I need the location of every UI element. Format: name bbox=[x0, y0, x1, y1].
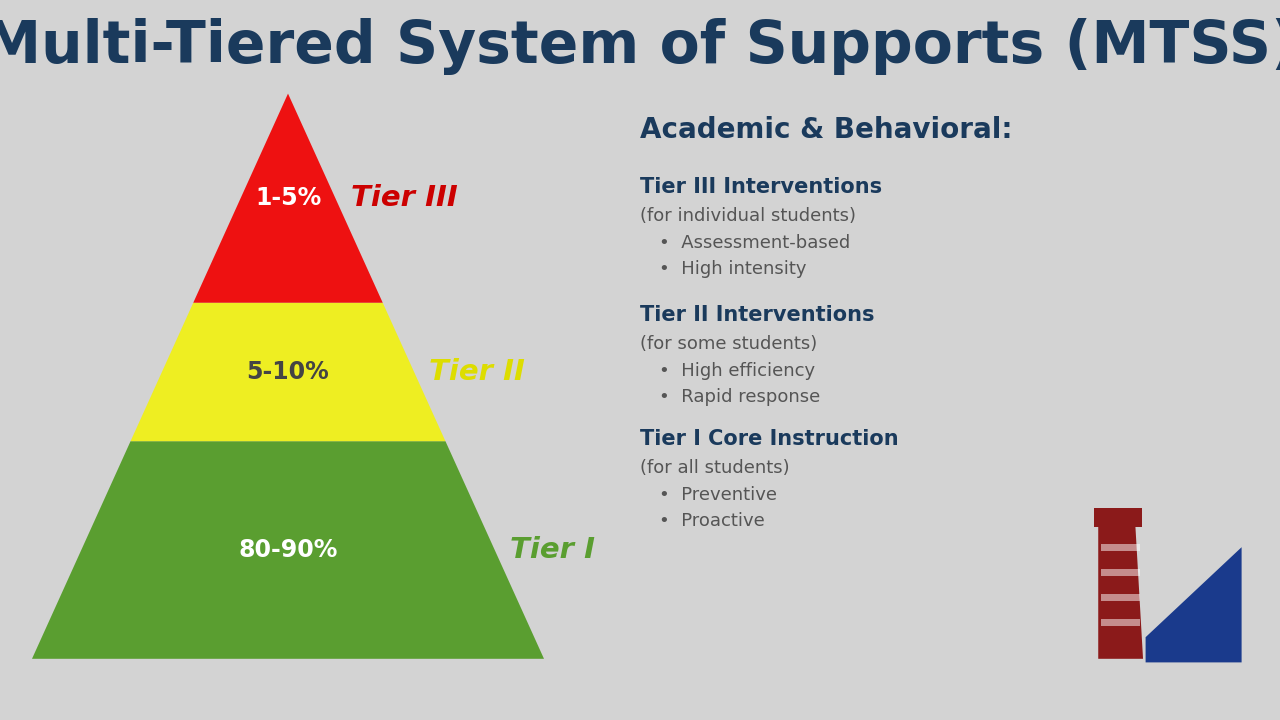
Polygon shape bbox=[1094, 508, 1142, 527]
Text: (for individual students): (for individual students) bbox=[640, 207, 856, 225]
Text: Tier II: Tier II bbox=[430, 358, 525, 386]
Polygon shape bbox=[131, 302, 445, 441]
Text: •  Assessment-based: • Assessment-based bbox=[659, 233, 850, 251]
Text: Tier I: Tier I bbox=[509, 536, 595, 564]
Text: •  Proactive: • Proactive bbox=[659, 511, 765, 529]
Polygon shape bbox=[1146, 547, 1242, 662]
Text: 1-5%: 1-5% bbox=[255, 186, 321, 210]
Text: Academic & Behavioral:: Academic & Behavioral: bbox=[640, 116, 1012, 143]
Text: 80-90%: 80-90% bbox=[238, 538, 338, 562]
Text: Tier I Core Instruction: Tier I Core Instruction bbox=[640, 429, 899, 449]
Text: Tier III Interventions: Tier III Interventions bbox=[640, 177, 882, 197]
Text: Tier II Interventions: Tier II Interventions bbox=[640, 305, 874, 325]
Text: (for all students): (for all students) bbox=[640, 459, 790, 477]
Polygon shape bbox=[1101, 619, 1140, 626]
Text: •  Rapid response: • Rapid response bbox=[659, 387, 820, 405]
Text: Tier III: Tier III bbox=[351, 184, 457, 212]
Polygon shape bbox=[1098, 526, 1143, 659]
Polygon shape bbox=[32, 441, 544, 659]
Text: 5-10%: 5-10% bbox=[247, 360, 329, 384]
Polygon shape bbox=[193, 94, 383, 302]
Text: Multi-Tiered System of Supports (MTSS): Multi-Tiered System of Supports (MTSS) bbox=[0, 18, 1280, 76]
Text: (for some students): (for some students) bbox=[640, 335, 817, 353]
Polygon shape bbox=[1101, 594, 1140, 601]
Text: •  High intensity: • High intensity bbox=[659, 259, 806, 277]
Text: •  High efficiency: • High efficiency bbox=[659, 361, 815, 380]
Polygon shape bbox=[1101, 544, 1140, 551]
Text: •  Preventive: • Preventive bbox=[659, 485, 777, 504]
Polygon shape bbox=[1101, 569, 1140, 576]
